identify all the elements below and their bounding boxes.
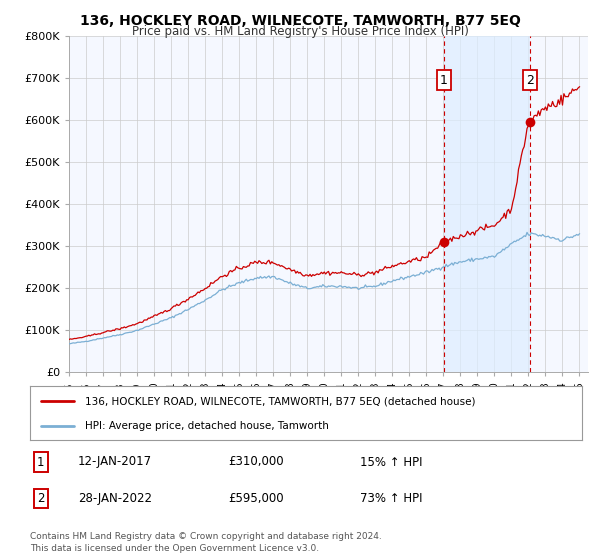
Text: 136, HOCKLEY ROAD, WILNECOTE, TAMWORTH, B77 5EQ: 136, HOCKLEY ROAD, WILNECOTE, TAMWORTH, … (80, 14, 520, 28)
Text: Price paid vs. HM Land Registry's House Price Index (HPI): Price paid vs. HM Land Registry's House … (131, 25, 469, 38)
Bar (444, 36, 530, 372)
Text: This data is licensed under the Open Government Licence v3.0.: This data is licensed under the Open Gov… (30, 544, 319, 553)
Text: HPI: Average price, detached house, Tamworth: HPI: Average price, detached house, Tamw… (85, 421, 329, 431)
Text: 1: 1 (37, 455, 44, 469)
Text: 2: 2 (37, 492, 44, 505)
Text: 28-JAN-2022: 28-JAN-2022 (78, 492, 152, 505)
Text: Contains HM Land Registry data © Crown copyright and database right 2024.: Contains HM Land Registry data © Crown c… (30, 532, 382, 541)
Text: 2: 2 (526, 73, 533, 87)
Text: £595,000: £595,000 (228, 492, 284, 505)
Text: 136, HOCKLEY ROAD, WILNECOTE, TAMWORTH, B77 5EQ (detached house): 136, HOCKLEY ROAD, WILNECOTE, TAMWORTH, … (85, 396, 476, 407)
Text: 15% ↑ HPI: 15% ↑ HPI (360, 455, 422, 469)
Text: £310,000: £310,000 (228, 455, 284, 469)
Text: 73% ↑ HPI: 73% ↑ HPI (360, 492, 422, 505)
Text: 1: 1 (440, 73, 448, 87)
Text: 12-JAN-2017: 12-JAN-2017 (78, 455, 152, 469)
